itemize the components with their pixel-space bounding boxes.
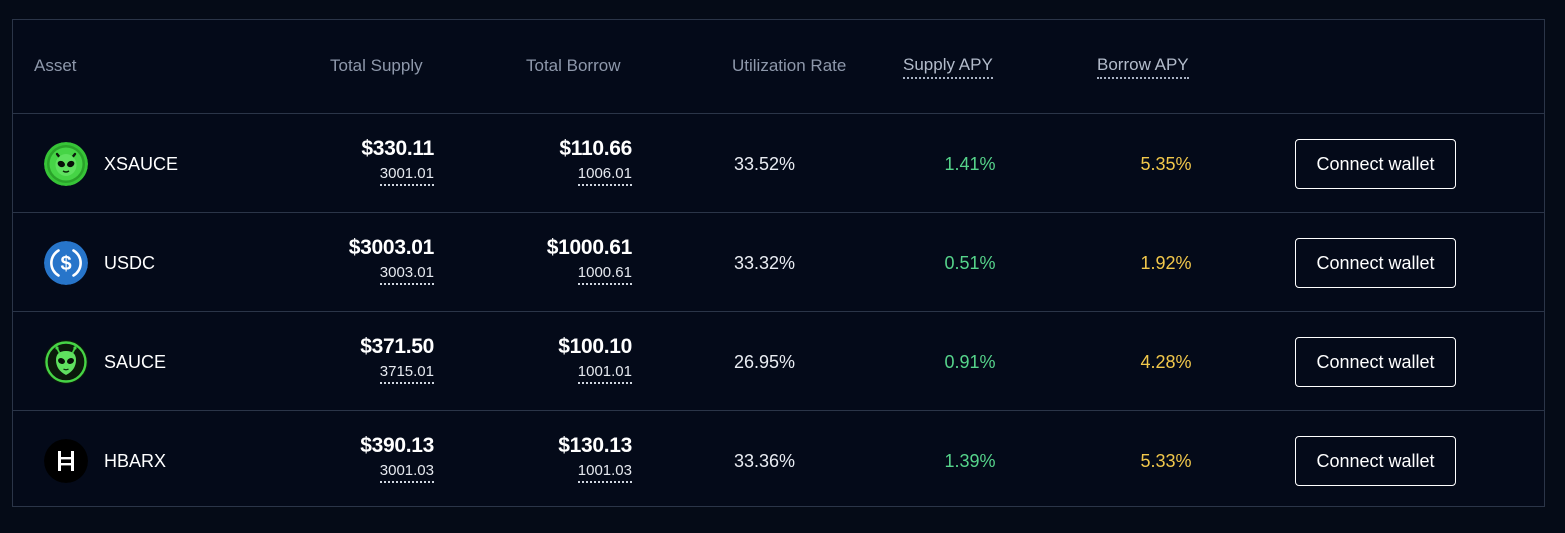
total-borrow-amount[interactable]: 1000.61 [577,264,632,285]
header-supply-apy[interactable]: Supply APY [903,55,993,79]
svg-text:$: $ [60,253,71,275]
usdc-dollar-icon: $ [44,241,88,285]
asset-name: USDC [104,253,156,273]
utilization-rate: 33.36% [734,451,796,471]
utilization-rate: 33.52% [734,154,796,174]
connect-wallet-button[interactable]: Connect wallet [1295,139,1456,189]
supply-apy: 0.51% [944,253,996,273]
borrow-apy: 5.33% [1140,451,1192,471]
header-total-supply: Total Supply [330,56,423,75]
xsauce-alien-icon [44,142,88,186]
table-row: SAUCE $371.50 3715.01 $100.10 1001.01 26… [13,311,1544,410]
sauce-alien-icon [44,340,88,384]
connect-wallet-button[interactable]: Connect wallet [1295,238,1456,288]
utilization-rate: 33.32% [734,253,796,273]
total-supply-amount[interactable]: 3001.03 [379,462,434,483]
total-borrow-usd: $1000.61 [546,236,633,259]
total-supply-amount[interactable]: 3003.01 [379,264,434,285]
total-supply-usd: $330.11 [361,137,434,160]
header-total-borrow: Total Borrow [526,56,621,75]
total-borrow-amount[interactable]: 1001.01 [577,363,632,384]
total-supply-amount[interactable]: 3001.01 [379,165,434,186]
supply-apy: 0.91% [944,352,996,372]
total-borrow-usd: $100.10 [558,335,632,358]
table-row: XSAUCE $330.11 3001.01 $110.66 1006.01 3… [13,113,1544,212]
total-supply-amount[interactable]: 3715.01 [379,363,434,384]
total-borrow-amount[interactable]: 1006.01 [577,165,632,186]
total-borrow-amount[interactable]: 1001.03 [577,462,632,483]
table-row: $ USDC $3003.01 3003.01 $1000.61 1000.61… [13,212,1544,311]
total-borrow-usd: $110.66 [559,137,632,160]
utilization-rate: 26.95% [734,352,796,372]
asset-name: HBARX [104,451,167,471]
header-asset: Asset [34,56,77,75]
borrow-apy: 5.35% [1140,154,1192,174]
header-borrow-apy[interactable]: Borrow APY [1097,55,1189,79]
supply-apy: 1.39% [944,451,996,471]
total-borrow-usd: $130.13 [558,434,632,457]
connect-wallet-button[interactable]: Connect wallet [1295,337,1456,387]
connect-wallet-button[interactable]: Connect wallet [1295,436,1456,486]
total-supply-usd: $390.13 [360,434,434,457]
asset-name: SAUCE [104,352,167,372]
markets-table: Asset Total Supply Total Borrow Utilizat… [12,19,1545,507]
table-header: Asset Total Supply Total Borrow Utilizat… [13,20,1544,113]
total-supply-usd: $3003.01 [348,236,435,259]
borrow-apy: 1.92% [1140,253,1192,273]
asset-name: XSAUCE [104,154,179,174]
table-row: HBARX $390.13 3001.03 $130.13 1001.03 33… [13,410,1544,509]
total-supply-usd: $371.50 [360,335,434,358]
hbar-h-icon [44,439,88,483]
supply-apy: 1.41% [944,154,996,174]
header-utilization-rate: Utilization Rate [732,56,847,75]
borrow-apy: 4.28% [1140,352,1192,372]
